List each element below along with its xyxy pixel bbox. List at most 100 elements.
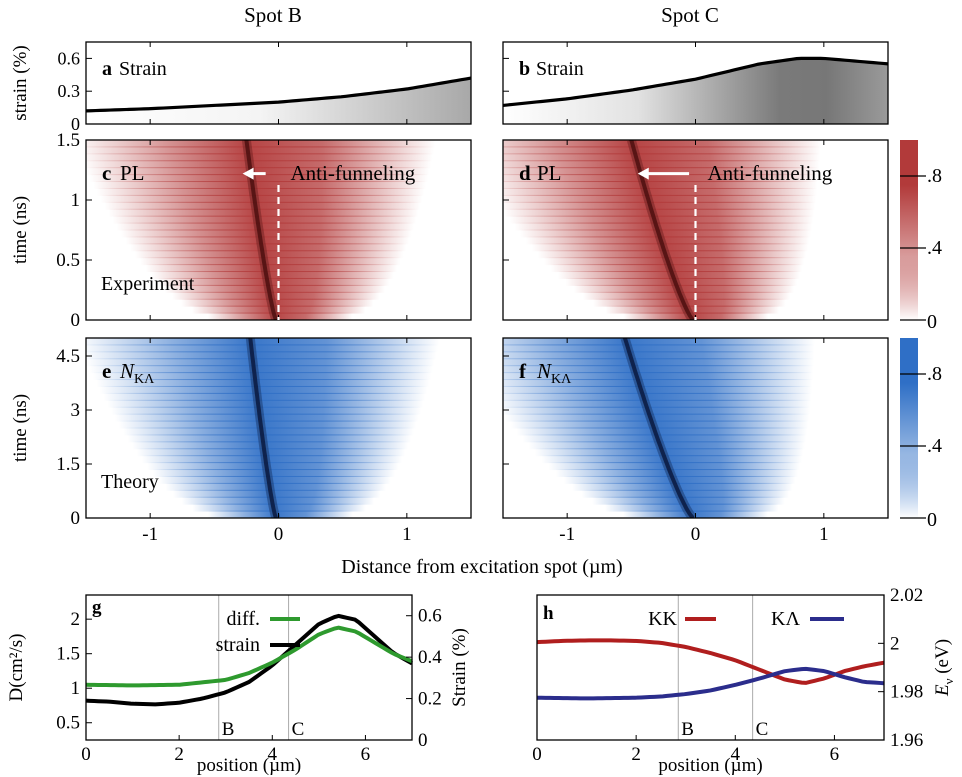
heatmap-band — [503, 351, 888, 360]
heatmap-band — [86, 372, 471, 381]
panel-label: Strain — [119, 58, 167, 80]
colorbar-fill — [900, 140, 918, 320]
heatmap-band — [503, 215, 888, 224]
x-tick-label: 1 — [819, 524, 829, 545]
x-tick-label: 4 — [731, 744, 741, 765]
x-tick-label: 4 — [268, 744, 278, 765]
heatmap-band — [86, 201, 471, 210]
y-tick-label: 0 — [418, 730, 428, 751]
panel-note: Experiment — [101, 273, 195, 295]
heatmap-band — [86, 482, 471, 491]
heatmap-band — [503, 434, 888, 443]
heatmap-band — [503, 358, 888, 367]
ridge-line — [629, 140, 695, 320]
heatmap-band — [86, 351, 471, 360]
heatmap-band — [86, 496, 471, 505]
heatmap-band — [86, 236, 471, 245]
arrow-head — [637, 167, 649, 180]
panel-f: f NKΛ-1 0 10.4.8 — [502, 337, 942, 545]
y-tick-label: 0 — [71, 508, 81, 529]
heatmap-band — [503, 385, 888, 394]
series-strain — [85, 613, 413, 707]
heatmap-band — [86, 489, 471, 498]
annotation-text: Anti-funneling — [708, 161, 833, 185]
y-tick-label: 1 — [71, 678, 81, 699]
heatmap-band — [86, 174, 471, 183]
heatmap-band — [86, 146, 471, 155]
heatmap-band — [86, 358, 471, 367]
heatmap-band — [503, 167, 888, 176]
annotation-text: Anti-funneling — [291, 161, 416, 185]
heatmap-band — [86, 264, 471, 273]
y-tick-label: 0.6 — [58, 48, 81, 68]
x-tick-label: 0 — [691, 524, 701, 545]
heatmap-band — [503, 496, 888, 505]
heatmap-band — [86, 160, 471, 169]
heatmap-band — [503, 365, 888, 374]
y-tick-label: 3 — [71, 400, 81, 421]
label-sub: KΛ — [134, 372, 155, 387]
heatmap-band — [503, 298, 888, 307]
heatmap-band — [503, 264, 888, 273]
y-tick-label: 0.5 — [56, 250, 80, 271]
colorbar-fill — [900, 338, 918, 518]
arrow-head — [242, 167, 254, 180]
panel-a: a Strain 0 0.3 0.6 strain (%) — [10, 41, 472, 134]
x-tick-label: 0 — [81, 744, 91, 765]
y-tick-label: 0.4 — [418, 647, 442, 668]
y-axis-label: time (ns) — [10, 196, 31, 264]
panel-label: Strain — [536, 58, 584, 80]
heatmap-band — [503, 413, 888, 422]
heatmap-band — [86, 298, 471, 307]
colorbar: 0 .4 .8 — [900, 140, 942, 333]
shared-x-axis-label: Distance from excitation spot (µm) — [341, 556, 622, 578]
header-spot-b: Spot B — [244, 3, 302, 27]
heatmap-band — [503, 427, 888, 436]
heatmap-band — [503, 160, 888, 169]
heatmap-band — [503, 284, 888, 293]
panel-b: b Strain — [502, 41, 889, 125]
y-tick-label: 0.2 — [418, 689, 442, 710]
heatmap-band — [503, 236, 888, 245]
panel-tag: d — [519, 161, 531, 185]
panel-h: B C 0 2 4 6 1.96 1.98 2 2.02 Eν (eV) position (µm) h… — [532, 585, 956, 776]
x-tick-label: 6 — [830, 744, 840, 765]
panel-g: B C 0 2 4 6 0.5 1 1.5 2 0 0.2 0.4 0.6 D(cm²/s) Strain (… — [6, 594, 470, 776]
heatmap-band — [86, 503, 471, 512]
panel-tag: e — [102, 359, 111, 383]
heatmap-band — [86, 448, 471, 457]
heatmap-band — [503, 174, 888, 183]
heatmap-band — [503, 420, 888, 429]
heatmap-band — [503, 201, 888, 210]
heatmap-band — [86, 462, 471, 471]
heatmap-band — [503, 448, 888, 457]
y-tick-label: 1.5 — [56, 454, 80, 475]
heatmap-band — [86, 434, 471, 443]
heatmap-body — [86, 338, 471, 518]
header-spot-c: Spot C — [661, 3, 719, 27]
x-tick-label: -1 — [559, 524, 575, 545]
y-tick-label: 0.3 — [58, 81, 81, 101]
series-kk — [536, 638, 885, 685]
colorbar-tick-label: 0 — [927, 311, 937, 333]
legend-label-diff: diff. — [226, 608, 260, 630]
y-tick-label: 0.5 — [56, 713, 80, 734]
guide-label: C — [292, 719, 305, 740]
heatmap-band — [503, 503, 888, 512]
heatmap-band — [503, 392, 888, 401]
y-tick-label: 1.5 — [56, 644, 80, 665]
heatmap-band — [503, 489, 888, 498]
label-main: N — [536, 359, 552, 383]
colorbar-tick-label: .8 — [927, 363, 942, 385]
heatmap-band — [86, 413, 471, 422]
colorbar-tick-label: .4 — [927, 435, 942, 457]
heatmap-band — [86, 250, 471, 259]
heatmap-band — [503, 462, 888, 471]
heatmap-band — [86, 284, 471, 293]
panel-c: c PL Experiment Anti-funneling 0 0.5 1 1.5 time … — [10, 130, 472, 331]
label-unit: (eV) — [932, 639, 953, 679]
label-main: N — [119, 359, 135, 383]
heatmap-band — [86, 365, 471, 374]
frame — [85, 594, 413, 741]
